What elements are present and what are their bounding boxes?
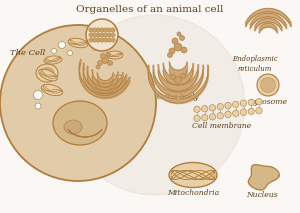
Circle shape: [111, 33, 115, 37]
Ellipse shape: [41, 84, 63, 96]
Circle shape: [217, 112, 224, 119]
Circle shape: [89, 38, 93, 42]
Circle shape: [101, 56, 109, 63]
Circle shape: [92, 38, 97, 42]
Ellipse shape: [68, 38, 88, 48]
Text: Nucleus: Nucleus: [246, 191, 278, 199]
Circle shape: [209, 105, 216, 111]
Circle shape: [65, 15, 245, 195]
Circle shape: [202, 105, 208, 112]
Circle shape: [58, 42, 65, 49]
Circle shape: [225, 111, 231, 118]
Ellipse shape: [64, 120, 82, 134]
Ellipse shape: [109, 75, 127, 91]
Circle shape: [96, 65, 100, 69]
Circle shape: [111, 38, 115, 42]
Circle shape: [0, 25, 156, 181]
Circle shape: [92, 33, 97, 37]
Circle shape: [107, 38, 112, 42]
Circle shape: [175, 76, 182, 83]
Circle shape: [101, 43, 105, 47]
Circle shape: [181, 73, 185, 79]
Circle shape: [167, 52, 172, 58]
Circle shape: [170, 75, 175, 79]
Polygon shape: [248, 165, 279, 190]
Ellipse shape: [112, 78, 124, 88]
Text: The Cell: The Cell: [10, 49, 45, 57]
Circle shape: [103, 38, 108, 42]
Circle shape: [107, 28, 112, 32]
Circle shape: [100, 53, 106, 59]
Circle shape: [172, 38, 178, 44]
Circle shape: [106, 52, 110, 56]
Circle shape: [96, 28, 100, 32]
Circle shape: [100, 38, 104, 42]
Circle shape: [194, 115, 200, 121]
Text: Mitochondria: Mitochondria: [167, 189, 219, 197]
Circle shape: [111, 28, 115, 32]
Circle shape: [103, 28, 108, 32]
Ellipse shape: [36, 64, 58, 82]
Circle shape: [89, 33, 93, 37]
Circle shape: [96, 33, 100, 37]
Circle shape: [103, 33, 108, 37]
Circle shape: [100, 28, 104, 32]
Circle shape: [52, 49, 56, 53]
Circle shape: [92, 45, 98, 51]
Text: Golgi body: Golgi body: [157, 93, 199, 101]
Ellipse shape: [44, 56, 62, 64]
Circle shape: [179, 36, 184, 40]
Circle shape: [98, 60, 103, 66]
Circle shape: [240, 100, 247, 106]
Ellipse shape: [53, 101, 107, 145]
Circle shape: [86, 19, 118, 51]
Circle shape: [256, 99, 262, 105]
Circle shape: [209, 114, 216, 120]
Circle shape: [85, 41, 89, 45]
Circle shape: [225, 102, 231, 109]
Ellipse shape: [107, 51, 123, 59]
Circle shape: [256, 108, 262, 114]
Circle shape: [232, 101, 239, 108]
Circle shape: [68, 50, 73, 56]
Circle shape: [260, 78, 275, 92]
Circle shape: [107, 60, 112, 66]
Text: Cell membrane: Cell membrane: [192, 122, 252, 130]
Ellipse shape: [39, 69, 57, 81]
Circle shape: [177, 32, 181, 36]
Circle shape: [194, 106, 200, 112]
Circle shape: [89, 28, 93, 32]
Circle shape: [92, 28, 97, 32]
Ellipse shape: [40, 68, 54, 79]
Text: Lysosome: Lysosome: [249, 98, 287, 106]
Circle shape: [174, 43, 182, 51]
Circle shape: [248, 99, 254, 105]
Circle shape: [35, 103, 41, 109]
Circle shape: [217, 104, 224, 110]
Text: Organelles of an animal cell: Organelles of an animal cell: [76, 5, 224, 14]
Circle shape: [257, 74, 279, 96]
Circle shape: [107, 33, 112, 37]
Circle shape: [232, 110, 239, 117]
Ellipse shape: [169, 163, 217, 187]
Circle shape: [100, 33, 104, 37]
Circle shape: [96, 38, 100, 42]
Text: Endoplasmic
reticulum: Endoplasmic reticulum: [232, 55, 278, 73]
Circle shape: [248, 108, 254, 115]
Circle shape: [169, 48, 175, 54]
Circle shape: [240, 109, 247, 115]
Circle shape: [181, 47, 187, 53]
Circle shape: [202, 115, 208, 121]
Circle shape: [34, 91, 43, 99]
